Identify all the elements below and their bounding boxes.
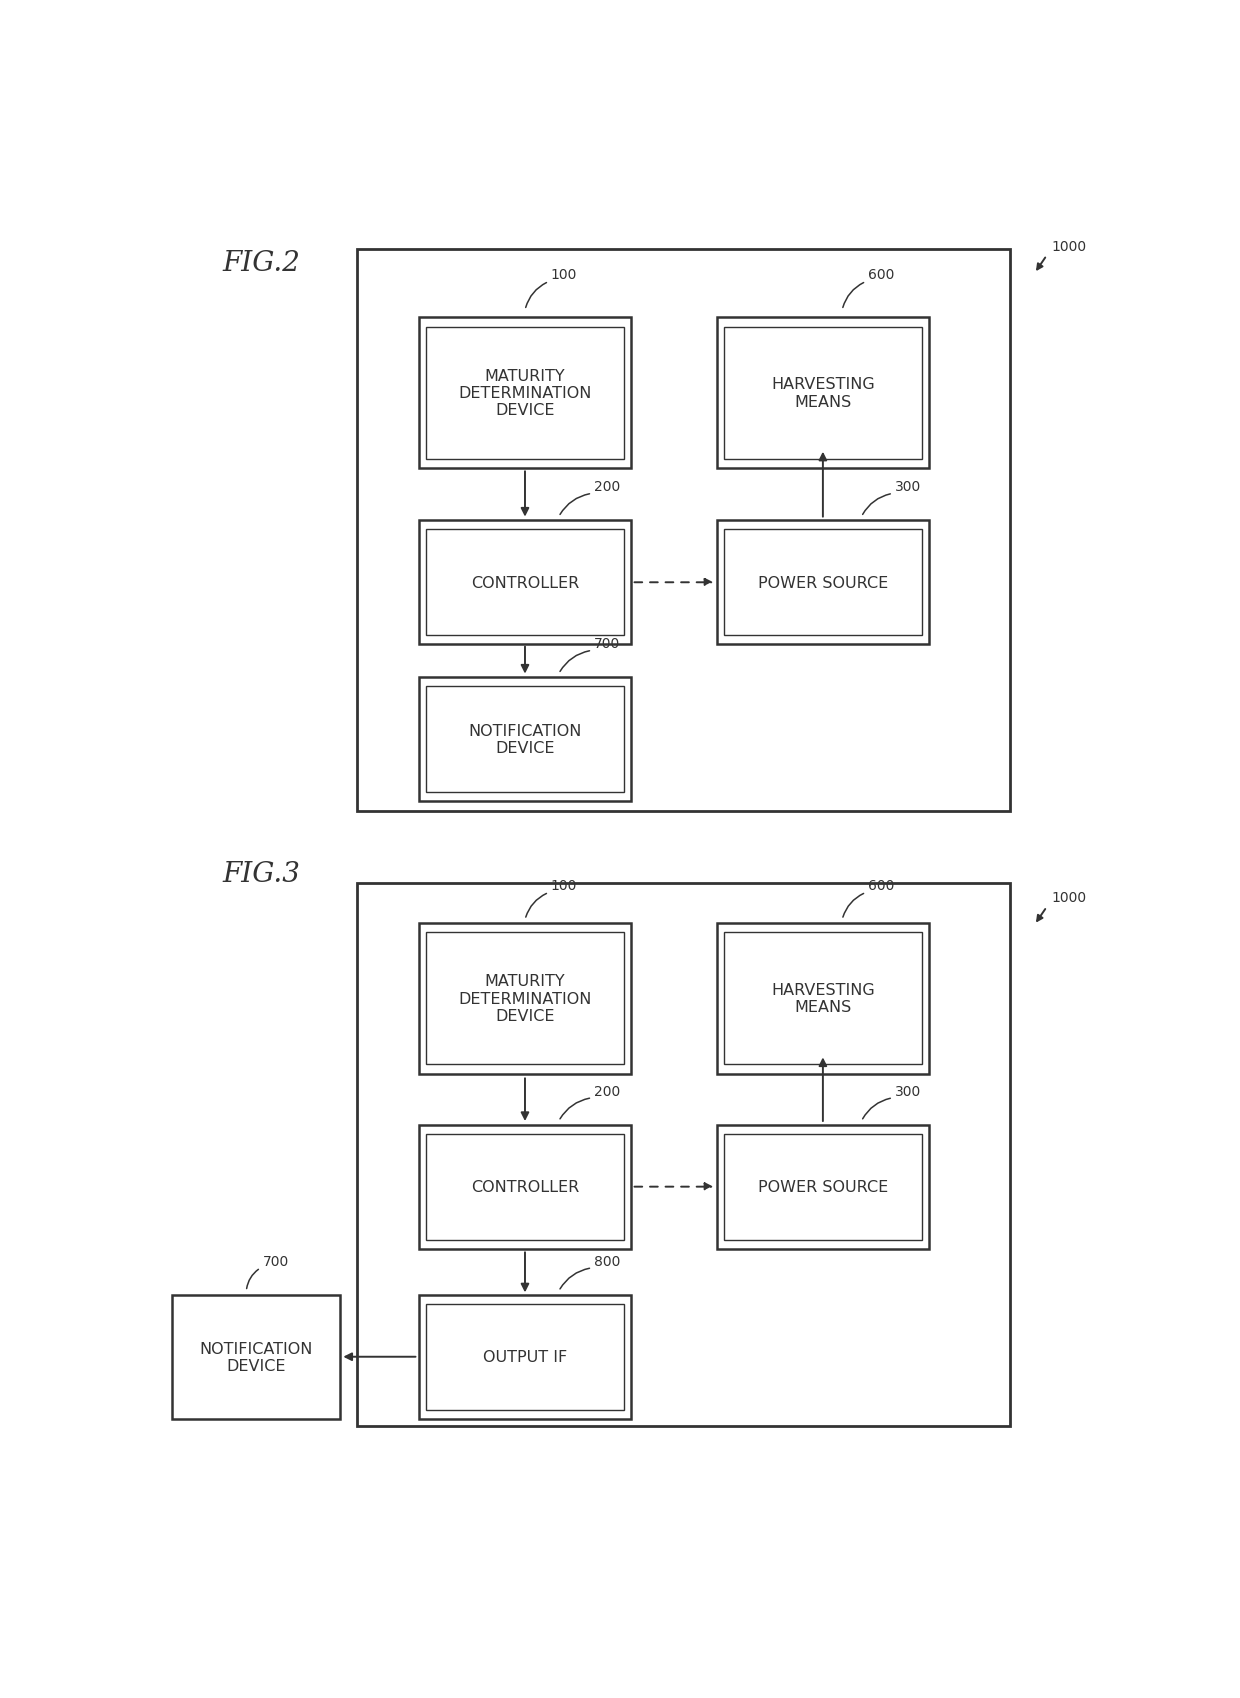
Bar (419, 924, 631, 1073)
Bar (717, 924, 929, 1073)
Bar (427, 1304, 624, 1409)
Bar (419, 521, 631, 645)
Bar (427, 932, 624, 1065)
Text: FIG.2: FIG.2 (222, 250, 300, 277)
Text: 1000: 1000 (1052, 890, 1086, 905)
Text: MATURITY
DETERMINATION
DEVICE: MATURITY DETERMINATION DEVICE (459, 368, 591, 418)
Text: FIG.3: FIG.3 (222, 861, 300, 886)
Bar (724, 932, 921, 1065)
Bar (427, 530, 624, 635)
Text: 300: 300 (895, 481, 921, 494)
Bar (357, 883, 1011, 1426)
Bar (724, 1134, 921, 1240)
Text: 100: 100 (551, 880, 578, 893)
Text: 100: 100 (551, 268, 578, 282)
Text: 200: 200 (594, 481, 620, 494)
Text: NOTIFICATION
DEVICE: NOTIFICATION DEVICE (200, 1341, 312, 1374)
Bar (427, 328, 624, 460)
Text: 800: 800 (594, 1255, 620, 1268)
Bar (172, 1296, 340, 1420)
Text: 700: 700 (263, 1255, 289, 1268)
Text: POWER SOURCE: POWER SOURCE (758, 576, 888, 591)
Bar (724, 530, 921, 635)
Text: CONTROLLER: CONTROLLER (471, 1180, 579, 1194)
Text: MATURITY
DETERMINATION
DEVICE: MATURITY DETERMINATION DEVICE (459, 975, 591, 1024)
Text: POWER SOURCE: POWER SOURCE (758, 1180, 888, 1194)
Bar (717, 318, 929, 469)
Text: 1000: 1000 (1052, 239, 1086, 253)
Bar (427, 688, 624, 793)
Text: 200: 200 (594, 1083, 620, 1099)
Text: OUTPUT IF: OUTPUT IF (482, 1350, 567, 1365)
Bar (419, 1296, 631, 1420)
Text: 300: 300 (895, 1083, 921, 1099)
Text: CONTROLLER: CONTROLLER (471, 576, 579, 591)
Bar (717, 521, 929, 645)
Bar (717, 1124, 929, 1250)
Text: NOTIFICATION
DEVICE: NOTIFICATION DEVICE (469, 723, 582, 756)
Bar (419, 678, 631, 801)
Bar (419, 318, 631, 469)
Text: 700: 700 (594, 637, 620, 650)
Bar (357, 250, 1011, 812)
Bar (724, 328, 921, 460)
Text: HARVESTING
MEANS: HARVESTING MEANS (771, 377, 874, 409)
Text: 600: 600 (868, 880, 894, 893)
Text: 600: 600 (868, 268, 894, 282)
Bar (427, 1134, 624, 1240)
Text: HARVESTING
MEANS: HARVESTING MEANS (771, 983, 874, 1015)
Bar (419, 1124, 631, 1250)
